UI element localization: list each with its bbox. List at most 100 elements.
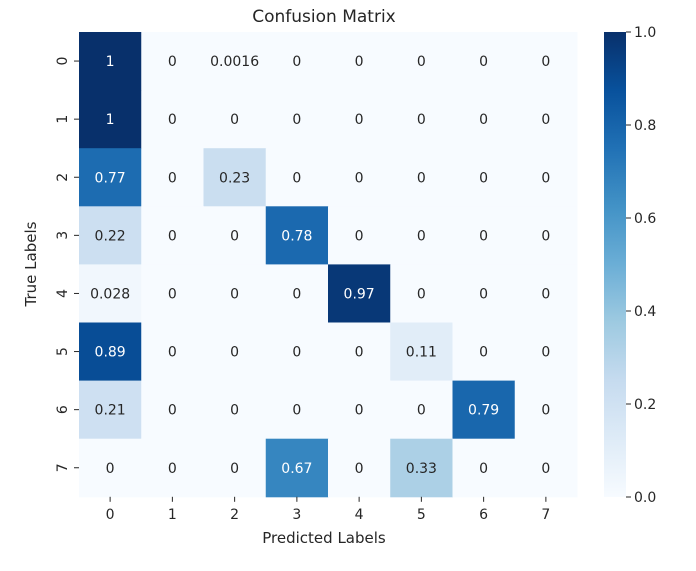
cell-annotation: 0 <box>355 461 364 477</box>
heatmap-cell <box>265 90 329 149</box>
heatmap-cell <box>452 32 516 91</box>
cell-annotation: 0.21 <box>95 403 126 419</box>
cell-annotation: 0.67 <box>281 461 312 477</box>
y-tick-label: 1 <box>55 115 71 124</box>
heatmap-cell <box>79 206 142 265</box>
x-tick-label: 3 <box>292 507 301 523</box>
y-tick-label: 6 <box>55 405 71 414</box>
colorbar-gradient <box>604 32 626 497</box>
heatmap-cell <box>390 438 453 498</box>
cell-annotation: 0.22 <box>95 228 126 244</box>
heatmap-cell <box>328 438 391 498</box>
cell-annotation: 0 <box>417 170 426 186</box>
cell-annotation: 0.33 <box>406 461 437 477</box>
cell-annotation: 0 <box>168 54 177 70</box>
cell-annotation: 0.23 <box>219 170 250 186</box>
heatmap-cell <box>141 206 204 265</box>
x-tick-label: 2 <box>230 507 239 523</box>
cell-annotation: 0 <box>168 345 177 361</box>
heatmap-cell <box>141 90 204 149</box>
x-axis-label: Predicted Labels <box>262 529 386 547</box>
colorbar-tick-label: 1.0 <box>634 25 656 41</box>
cell-annotation: 0 <box>355 403 364 419</box>
cell-annotation: 0 <box>355 54 364 70</box>
cell-annotation: 0 <box>541 170 550 186</box>
cell-annotation: 0 <box>417 228 426 244</box>
colorbar-tick-label: 0.0 <box>634 490 656 506</box>
y-tick-label: 5 <box>55 347 71 356</box>
heatmap-cell <box>265 32 329 91</box>
heatmap-cell <box>141 438 204 498</box>
y-tick-label: 7 <box>55 463 71 472</box>
heatmap-cell <box>328 380 391 440</box>
y-tick-label: 4 <box>55 289 71 298</box>
cell-annotation: 0 <box>541 112 550 128</box>
colorbar-tick-label: 0.4 <box>634 304 656 320</box>
heatmap-cell <box>328 322 391 382</box>
cell-annotation: 0 <box>292 54 301 70</box>
cell-annotation: 0 <box>230 286 239 302</box>
cell-annotation: 0 <box>106 461 115 477</box>
cell-annotation: 0 <box>417 112 426 128</box>
cell-annotation: 0 <box>541 54 550 70</box>
heatmap-cell <box>79 90 142 149</box>
heatmap-cell <box>328 206 391 265</box>
cell-annotation: 0 <box>292 286 301 302</box>
heatmap-cell <box>390 148 453 207</box>
chart-title: Confusion Matrix <box>252 7 396 27</box>
heatmap-cell <box>390 322 453 382</box>
cell-annotation: 0 <box>168 461 177 477</box>
heatmap-cell <box>79 322 142 382</box>
x-tick-label: 6 <box>479 507 488 523</box>
heatmap-cell <box>452 148 516 207</box>
cell-annotation: 1 <box>106 112 115 128</box>
cell-annotation: 0.89 <box>95 345 126 361</box>
cell-annotation: 0 <box>541 286 550 302</box>
cell-annotation: 0 <box>541 228 550 244</box>
x-tick-label: 1 <box>168 507 177 523</box>
x-tick-label: 4 <box>355 507 364 523</box>
cell-annotation: 0 <box>417 403 426 419</box>
heatmap-cell <box>203 264 267 323</box>
cell-annotation: 0 <box>292 345 301 361</box>
heatmap-cell <box>514 322 578 382</box>
colorbar-tick-label: 0.8 <box>634 118 656 134</box>
cell-annotation: 0 <box>230 228 239 244</box>
y-tick-label: 0 <box>55 57 71 66</box>
x-tick-label: 5 <box>417 507 426 523</box>
heatmap-cell <box>203 206 267 265</box>
cell-annotation: 0 <box>479 461 488 477</box>
cell-annotation: 0 <box>479 228 488 244</box>
heatmap-cell <box>452 322 516 382</box>
x-axis-ticks: 0 1 2 3 4 5 6 7 <box>106 496 550 523</box>
cell-annotation: 0.028 <box>90 286 130 302</box>
heatmap-cell <box>141 148 204 207</box>
cell-annotation: 0.0016 <box>210 54 259 70</box>
heatmap-cell <box>265 380 329 440</box>
cell-annotation: 1 <box>106 54 115 70</box>
heatmap-cell <box>141 380 204 440</box>
colorbar: 0.0 0.2 0.4 0.6 0.8 1.0 <box>604 25 656 506</box>
cell-annotation: 0.11 <box>406 345 437 361</box>
heatmap-cell <box>265 264 329 323</box>
heatmap-cell <box>265 322 329 382</box>
heatmap-cell <box>203 90 267 149</box>
heatmap-cell <box>79 380 142 440</box>
cell-annotation: 0 <box>479 286 488 302</box>
cell-annotation: 0 <box>479 170 488 186</box>
heatmap-cell <box>79 32 142 91</box>
heatmap-cells: 1 0 0.0016 0 0 0 0 0 1 0 0 0 0 0 0 0 0.77 0 0.23 0 0 0 0 0 0.22 0… <box>79 32 578 498</box>
cell-annotation: 0.97 <box>344 286 375 302</box>
heatmap-cell <box>203 438 267 498</box>
heatmap-cell <box>390 90 453 149</box>
heatmap-cell <box>203 148 267 207</box>
x-tick-label: 7 <box>541 507 550 523</box>
cell-annotation: 0 <box>230 461 239 477</box>
colorbar-tick-label: 0.2 <box>634 397 656 413</box>
cell-annotation: 0 <box>168 170 177 186</box>
cell-annotation: 0 <box>230 403 239 419</box>
cell-annotation: 0 <box>355 345 364 361</box>
heatmap-cell <box>390 380 453 440</box>
cell-annotation: 0 <box>355 112 364 128</box>
y-tick-label: 3 <box>55 231 71 240</box>
